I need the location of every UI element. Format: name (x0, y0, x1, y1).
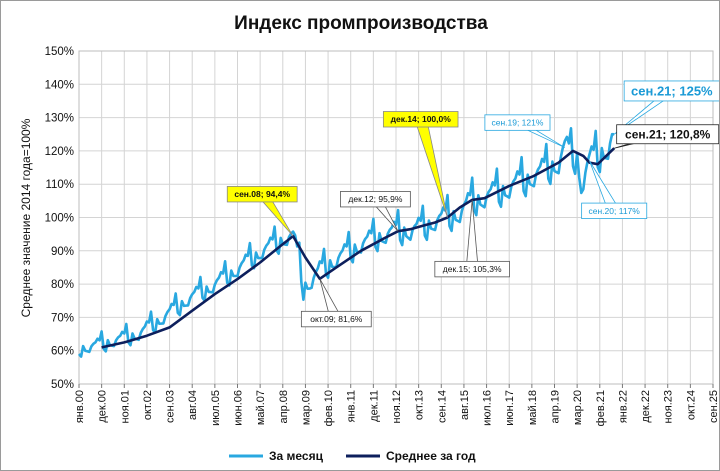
y-tick-label: 50% (51, 379, 74, 391)
x-tick-label: мар.09 (300, 390, 312, 425)
callout-label: сен.08; 94,4% (234, 189, 290, 199)
callout: дек.14; 100,0% (382, 111, 459, 218)
x-tick-label: мар.20 (572, 390, 584, 425)
x-tick-label: окт.24 (685, 390, 697, 420)
x-tick-label: дек.00 (97, 390, 109, 423)
y-tick-label: 80% (51, 279, 74, 291)
x-tick-label: фев.10 (323, 390, 335, 426)
legend-label-monthly: За месяц (269, 449, 324, 463)
x-tick-label: ноя.12 (391, 390, 403, 423)
x-tick-label: дек.11 (368, 390, 380, 422)
x-tick-label: дек.22 (640, 390, 652, 423)
x-tick-label: фев.21 (595, 390, 607, 426)
y-tick-label: 90% (51, 246, 74, 258)
callout-box (382, 111, 459, 128)
callout-box (340, 191, 411, 208)
legend: За месяц Среднее за год (229, 449, 476, 463)
y-tick-label: 110% (45, 179, 74, 191)
callout-label: дек.14; 100,0% (391, 114, 452, 124)
x-tick-label: янв.22 (617, 390, 629, 423)
axis-layer: 50% 60% 70% 80% 90% 100% 110% 120% 130% 140% 150% я… (45, 46, 719, 426)
x-tick-label: сен.25 (708, 390, 719, 423)
callout: дек.12; 95,9% (340, 191, 411, 232)
x-tick-label: ноя.01 (119, 390, 131, 423)
callout: сен.21; 120,8% (614, 124, 719, 149)
x-tick-label: авг.04 (187, 390, 199, 420)
x-tick-label: сен.03 (165, 390, 177, 423)
callout-box (616, 124, 719, 145)
callout-box (300, 310, 372, 328)
x-tick-label: окт.13 (414, 390, 426, 420)
x-tick-label: май.07 (255, 390, 267, 425)
series-layer (77, 127, 616, 358)
y-tick-label: 120% (45, 146, 74, 158)
callout-pointer (414, 118, 448, 218)
legend-label-annual: Среднее за год (386, 449, 476, 463)
x-tick-label: янв.00 (74, 390, 86, 423)
x-tick-label: янв.11 (346, 390, 358, 422)
callout-label: дек.15; 105,3% (443, 264, 502, 274)
callout-label: сен.21; 120,8% (625, 127, 711, 141)
x-tick-label: сен.14 (436, 390, 448, 423)
x-tick-label: ноя.23 (663, 390, 675, 423)
callout-box (226, 186, 298, 203)
callout: сен.20; 117% (581, 160, 648, 219)
x-tick-label: апр.19 (550, 390, 562, 423)
callout: дек.15; 105,3% (434, 199, 510, 278)
callout-box (623, 80, 719, 102)
callout-label: дек.12; 95,9% (348, 194, 402, 204)
callout: сен.19; 121% (484, 114, 565, 148)
callout: сен.08; 94,4% (226, 186, 298, 237)
callout: сен.21; 125% (613, 80, 719, 135)
x-tick-label: июл.16 (482, 390, 494, 426)
callout-box (434, 260, 510, 278)
y-tick-label: 70% (51, 312, 74, 324)
x-tick-label: авг.15 (459, 390, 471, 420)
series-monthly-line (77, 127, 615, 358)
x-tick-label: июн.06 (233, 390, 245, 426)
x-tick-label: окт.02 (142, 390, 154, 420)
callout-label: сен.20; 117% (589, 206, 641, 216)
x-tick-label: май.18 (527, 390, 539, 425)
y-tick-label: 130% (45, 113, 74, 125)
x-tick-label: июл.05 (210, 390, 222, 426)
series-annual-line (101, 147, 616, 349)
y-tick-label: 150% (45, 46, 74, 58)
x-tick-label: апр.08 (278, 390, 290, 423)
callout-box (581, 202, 648, 219)
annotation-layer: сен.08; 94,4% окт.09; 81,6% дек.12; 95,9% д… (226, 80, 719, 328)
callout: окт.09; 81,6% (300, 278, 372, 328)
callout-label: окт.09; 81,6% (310, 314, 363, 324)
chart-title: Индекс промпроизводства (234, 13, 488, 34)
x-tick-label: июн.17 (504, 390, 516, 426)
y-tick-label: 100% (45, 213, 74, 225)
y-tick-label: 140% (45, 79, 74, 91)
callout-label: сен.19; 121% (491, 118, 543, 128)
callout-label: сен.21; 125% (631, 84, 713, 99)
y-tick-label: 60% (51, 346, 74, 358)
callout-box (484, 114, 551, 131)
y-axis-label: Среднее значение 2014 года=100% (19, 118, 33, 317)
